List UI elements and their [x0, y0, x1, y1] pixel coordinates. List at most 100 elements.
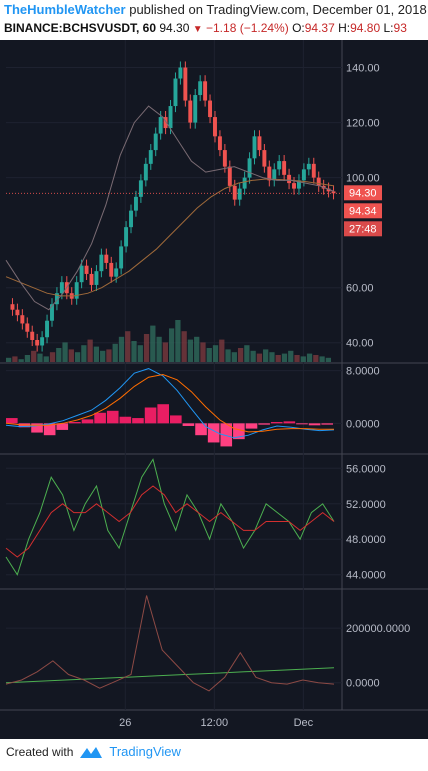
- price-label-box: [344, 185, 382, 201]
- volume-bar: [263, 349, 269, 362]
- macd-histogram-bar: [170, 415, 182, 424]
- candle-body: [257, 136, 262, 151]
- candle-body: [326, 188, 331, 192]
- symbol-label: BINANCE:BCHSVUSDT, 60: [4, 21, 157, 35]
- candle-body: [316, 177, 321, 186]
- y-tick-label: 48.0000: [346, 534, 386, 546]
- candle-body: [138, 180, 143, 197]
- high-value: 94.80: [350, 21, 381, 35]
- candle-body: [252, 136, 257, 159]
- created-with-text: Created with: [6, 744, 74, 759]
- volume-bar: [294, 355, 300, 362]
- macd-histogram-bar: [132, 418, 144, 424]
- y-tick-label: 0.0000: [346, 418, 380, 430]
- candle-body: [89, 273, 94, 285]
- candle-body: [183, 67, 188, 101]
- author-link[interactable]: TheHumbleWatcher: [4, 2, 126, 17]
- volume-bar: [118, 336, 125, 362]
- volume-bar: [68, 349, 74, 362]
- trend-line: [5, 667, 335, 684]
- volume-bar: [306, 353, 313, 362]
- volume-bar: [212, 345, 219, 362]
- candle-body: [74, 282, 79, 299]
- y-tick-label: 100.00: [346, 173, 380, 185]
- open-value: 94.37: [304, 21, 335, 35]
- macd-histogram-bar: [81, 419, 94, 424]
- volume-bar: [194, 336, 200, 362]
- macd-histogram-bar: [245, 423, 258, 429]
- volume-bar: [137, 345, 143, 362]
- candle-body: [178, 67, 183, 79]
- candle-body: [15, 309, 20, 316]
- candle-body: [35, 339, 40, 346]
- candle-body: [54, 293, 59, 305]
- macd-histogram-bar: [106, 410, 119, 424]
- volume-bar: [269, 352, 275, 362]
- candle-body: [311, 163, 316, 178]
- open-label: O:: [292, 21, 305, 35]
- y-tick-label: 120.00: [346, 118, 380, 130]
- candle-body: [232, 185, 237, 200]
- price-label: 94.30: [349, 187, 377, 199]
- macd-histogram-bar: [220, 423, 233, 447]
- candle-body: [114, 268, 119, 277]
- volume-bar: [250, 350, 256, 362]
- volume-bar: [169, 328, 175, 362]
- volume-bar: [237, 348, 244, 362]
- volume-bar: [231, 352, 237, 362]
- volume-bar: [112, 343, 118, 362]
- candle-body: [153, 133, 158, 151]
- rsi-signal-line: [5, 485, 335, 558]
- volume-bar: [313, 355, 319, 362]
- volume-bar: [37, 353, 43, 362]
- volume-bar: [87, 339, 93, 362]
- candle-body: [227, 166, 232, 186]
- candle-body: [193, 95, 198, 123]
- candle-body: [158, 117, 163, 134]
- volume-bar: [106, 349, 112, 362]
- macd-histogram-bar: [31, 423, 43, 433]
- y-tick-label: 44.0000: [346, 570, 386, 582]
- volume-bar: [219, 339, 225, 362]
- candle-body: [272, 169, 277, 181]
- candle-body: [262, 150, 267, 167]
- macd-histogram-bar: [321, 423, 333, 425]
- candle-body: [40, 337, 45, 346]
- price-change: −1.18 (−1.24%): [206, 21, 289, 35]
- price-label-box: [344, 203, 382, 219]
- chart-canvas[interactable]: 140.00 120.00 100.00 60.00 40.00 8.0000 0.0000…: [0, 40, 428, 739]
- signal-line: [5, 373, 334, 433]
- macd-histogram-bar: [195, 423, 207, 436]
- volume-bar: [256, 353, 263, 362]
- volume-bar: [93, 346, 100, 362]
- tradingview-logo-icon: [80, 746, 103, 758]
- volume-bar: [31, 350, 37, 362]
- tradingview-link[interactable]: TradingView: [109, 744, 181, 759]
- down-triangle-icon: ▼: [192, 24, 203, 35]
- candle-body: [208, 100, 213, 118]
- candle-body: [292, 183, 296, 189]
- candle-body: [45, 320, 50, 338]
- y-tick-label: 200000.0000: [346, 623, 410, 635]
- low-value: 93: [393, 21, 407, 35]
- y-tick-label: 52.0000: [346, 499, 386, 511]
- volume-bar: [18, 359, 24, 362]
- candle-body: [50, 304, 54, 321]
- volume-bar: [6, 357, 12, 362]
- volume-bar: [81, 345, 87, 362]
- price-label: 94.34: [349, 205, 377, 217]
- candle-body: [267, 166, 272, 181]
- volume-oscillator-line: [5, 595, 335, 692]
- y-tick-label: 60.00: [346, 283, 374, 295]
- volume-bar: [319, 356, 325, 362]
- last-price: 94.30: [159, 21, 190, 35]
- volume-bar: [275, 355, 281, 362]
- volume-bar: [74, 352, 81, 362]
- volume-bar: [43, 356, 49, 362]
- x-tick-label: 26: [119, 717, 131, 729]
- candle-body: [301, 169, 306, 181]
- x-tick-label: Dec: [294, 717, 314, 729]
- macd-histogram-bar: [207, 423, 220, 443]
- macd-histogram-bar: [94, 412, 106, 424]
- volume-bar: [181, 331, 187, 362]
